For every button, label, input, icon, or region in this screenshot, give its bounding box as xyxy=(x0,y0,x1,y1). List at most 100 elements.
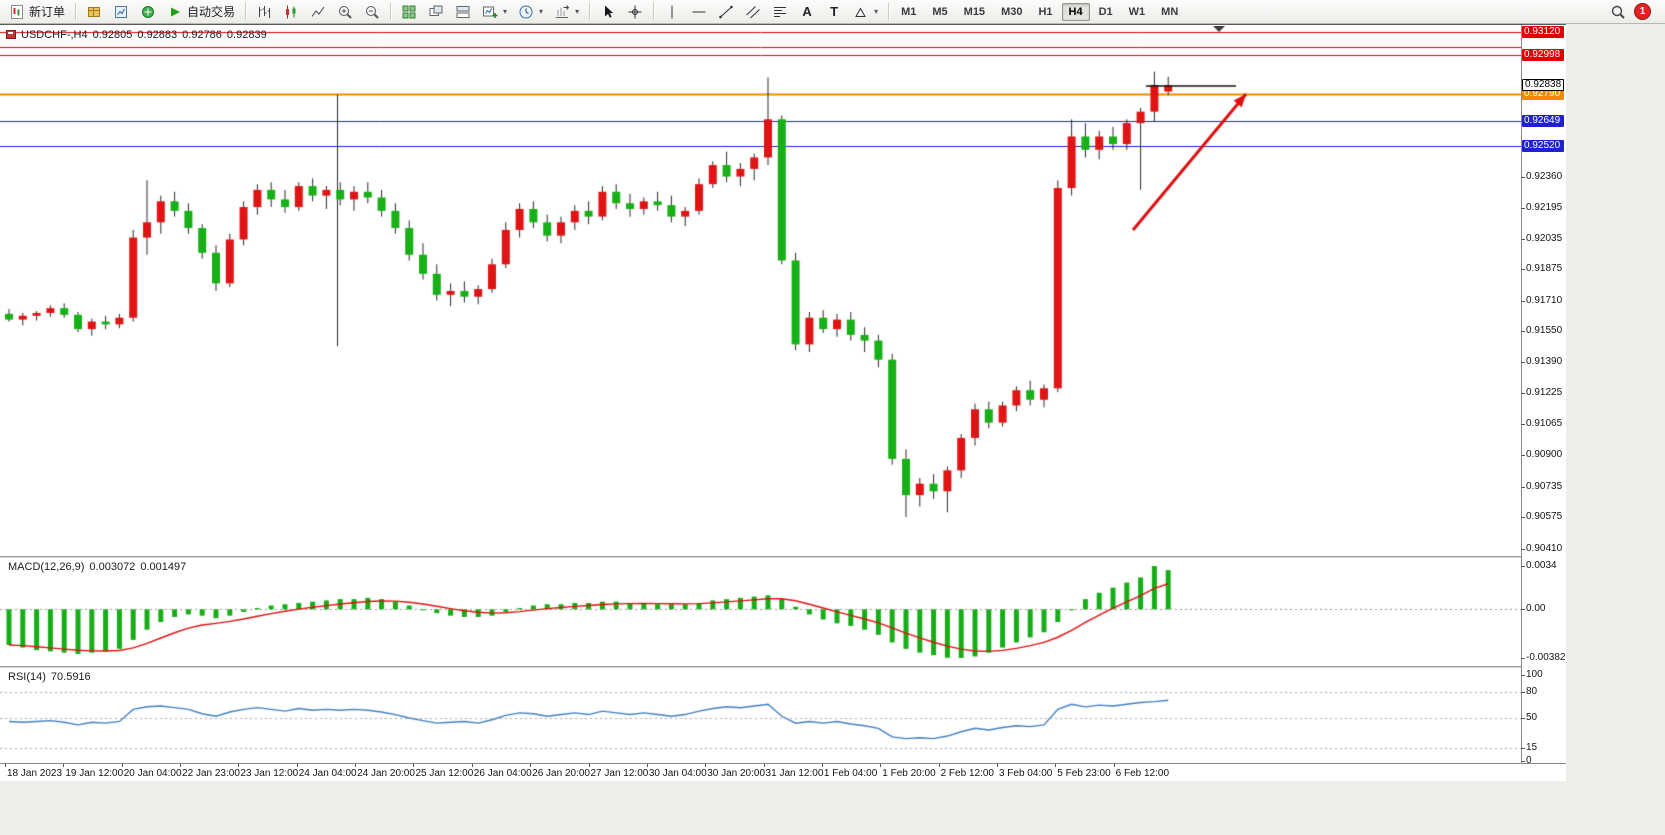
chart-window: USDCHF-,H4 0.92805 0.92883 0.92786 0.92839 M… xyxy=(0,24,1566,782)
notification-badge[interactable]: 1 xyxy=(1634,3,1651,20)
macd-name: MACD(12,26,9) xyxy=(8,561,85,573)
zoom-out-button[interactable] xyxy=(359,2,385,22)
time-axis-label: 3 Feb 04:00 xyxy=(998,768,1053,779)
time-axis-tick xyxy=(763,764,765,767)
right-gutter xyxy=(1566,24,1665,835)
pane-separator[interactable] xyxy=(0,556,1566,558)
time-axis-label: 26 Jan 04:00 xyxy=(473,768,532,779)
zoom-in-button[interactable] xyxy=(332,2,358,22)
price-axis-label: 0.92360 xyxy=(1526,170,1563,182)
price-axis-label: 0.92035 xyxy=(1526,232,1563,244)
timeframe-button-h4[interactable]: H4 xyxy=(1061,2,1090,21)
macd-axis-label: 0.00 xyxy=(1526,603,1546,615)
chart-shift-button[interactable]: ▾ xyxy=(549,2,584,22)
crosshair-tool-button[interactable] xyxy=(622,2,648,22)
clock-icon xyxy=(518,4,534,20)
rsi-axis-label: 50 xyxy=(1526,712,1538,723)
low-value: 0.92786 xyxy=(182,29,222,41)
horizontal-line-tool-button[interactable] xyxy=(686,2,712,22)
macd-indicator-canvas[interactable] xyxy=(0,558,1521,666)
time-axis-tick xyxy=(1055,764,1057,767)
time-axis-label: 27 Jan 12:00 xyxy=(590,768,649,779)
new-chart-button[interactable]: ▾ xyxy=(477,2,512,22)
new-order-label: 新订单 xyxy=(29,5,66,19)
quotes-button[interactable] xyxy=(81,2,107,22)
crosshair-icon xyxy=(627,4,643,20)
zoom-in-icon xyxy=(337,4,353,20)
rsi-axis-label: 0 xyxy=(1526,755,1532,766)
price-axis-label: 0.90410 xyxy=(1526,542,1563,554)
line-chart-mode-button[interactable] xyxy=(305,2,331,22)
time-axis-tick xyxy=(296,764,298,767)
toolbar-separator xyxy=(75,3,77,20)
time-axis[interactable] xyxy=(0,763,1566,782)
timeframe-button-w1[interactable]: W1 xyxy=(1128,5,1146,18)
cursor-tool-button[interactable] xyxy=(595,2,621,22)
time-axis-label: 24 Jan 04:00 xyxy=(298,768,357,779)
time-axis-tick xyxy=(1113,764,1115,767)
bar-chart-mode-button[interactable] xyxy=(251,2,277,22)
cascade-windows-icon xyxy=(428,4,444,20)
arrange-windows-button[interactable] xyxy=(450,2,476,22)
chart-restore-icon[interactable] xyxy=(6,30,16,39)
time-axis-label: 2 Feb 12:00 xyxy=(940,768,994,779)
price-axis-tick xyxy=(1521,238,1525,240)
cascade-windows-button[interactable] xyxy=(423,2,449,22)
pane-separator[interactable] xyxy=(0,666,1566,668)
autotrading-button[interactable]: 自动交易 xyxy=(162,2,240,22)
navigator-button[interactable] xyxy=(135,2,161,22)
time-axis-label: 6 Feb 12:00 xyxy=(1115,768,1170,779)
main-toolbar: 新订单 自动交易 xyxy=(0,0,1665,24)
rsi-axis-label: 100 xyxy=(1526,669,1543,680)
price-axis-label: 0.90575 xyxy=(1526,511,1563,523)
price-axis-tick xyxy=(1521,331,1525,333)
charts-button[interactable] xyxy=(108,2,134,22)
price-line-label: 0.92520 xyxy=(1522,140,1564,152)
time-axis-label: 30 Jan 20:00 xyxy=(707,768,766,779)
rsi-indicator-canvas[interactable] xyxy=(0,668,1521,763)
chevron-down-icon: ▾ xyxy=(539,7,544,16)
time-axis-label: 24 Jan 20:00 xyxy=(357,768,415,779)
time-axis-tick xyxy=(880,764,882,767)
time-axis-label: 30 Jan 04:00 xyxy=(648,768,707,779)
timeframe-button-m15[interactable]: M15 xyxy=(963,5,986,18)
time-axis-label: 1 Feb 04:00 xyxy=(823,768,878,779)
timeframe-button-d1[interactable]: D1 xyxy=(1098,5,1113,18)
timeframe-button-h1[interactable]: H1 xyxy=(1038,5,1053,18)
shapes-icon xyxy=(853,4,869,20)
new-order-button[interactable]: 新订单 xyxy=(4,2,70,22)
rsi-axis-tick xyxy=(1521,718,1525,719)
price-axis-tick xyxy=(1521,517,1525,519)
label-tool-button[interactable]: T xyxy=(821,2,847,22)
rsi-value: 70.5916 xyxy=(50,671,91,683)
tile-windows-button[interactable] xyxy=(396,2,422,22)
price-line-label: 0.93120 xyxy=(1522,25,1564,38)
rsi-axis-label: 80 xyxy=(1526,686,1538,698)
charts-icon xyxy=(113,4,129,20)
shapes-tool-button[interactable]: ▾ xyxy=(848,2,883,22)
timeframe-button-m30[interactable]: M30 xyxy=(1001,5,1023,18)
channel-tool-button[interactable] xyxy=(740,2,766,22)
chevron-down-icon: ▾ xyxy=(503,7,508,16)
price-axis-label: 0.91550 xyxy=(1526,325,1563,337)
timeframe-button-m1[interactable]: M1 xyxy=(901,5,917,18)
macd-axis-tick xyxy=(1521,609,1525,611)
search-icon[interactable] xyxy=(1610,4,1626,20)
period-clock-button[interactable]: ▾ xyxy=(513,2,548,22)
timeframe-button-m5[interactable]: M5 xyxy=(932,5,948,18)
vertical-line-tool-button[interactable] xyxy=(659,2,685,22)
time-axis-tick xyxy=(238,764,240,767)
toolbar-right-cluster: 1 xyxy=(1610,3,1661,20)
label-icon: T xyxy=(830,3,839,19)
high-value: 0.92883 xyxy=(137,29,178,41)
candlestick-mode-button[interactable] xyxy=(278,2,304,22)
timeframe-button-mn[interactable]: MN xyxy=(1161,5,1179,18)
chevron-down-icon: ▾ xyxy=(575,7,580,16)
text-tool-button[interactable]: A xyxy=(794,2,820,22)
macd-axis-tick xyxy=(1521,658,1525,659)
price-chart-canvas[interactable] xyxy=(0,26,1521,556)
trendline-tool-button[interactable] xyxy=(713,2,739,22)
fibonacci-tool-button[interactable] xyxy=(767,2,793,22)
toolbar-separator xyxy=(390,3,392,20)
rsi-name: RSI(14) xyxy=(8,671,46,683)
